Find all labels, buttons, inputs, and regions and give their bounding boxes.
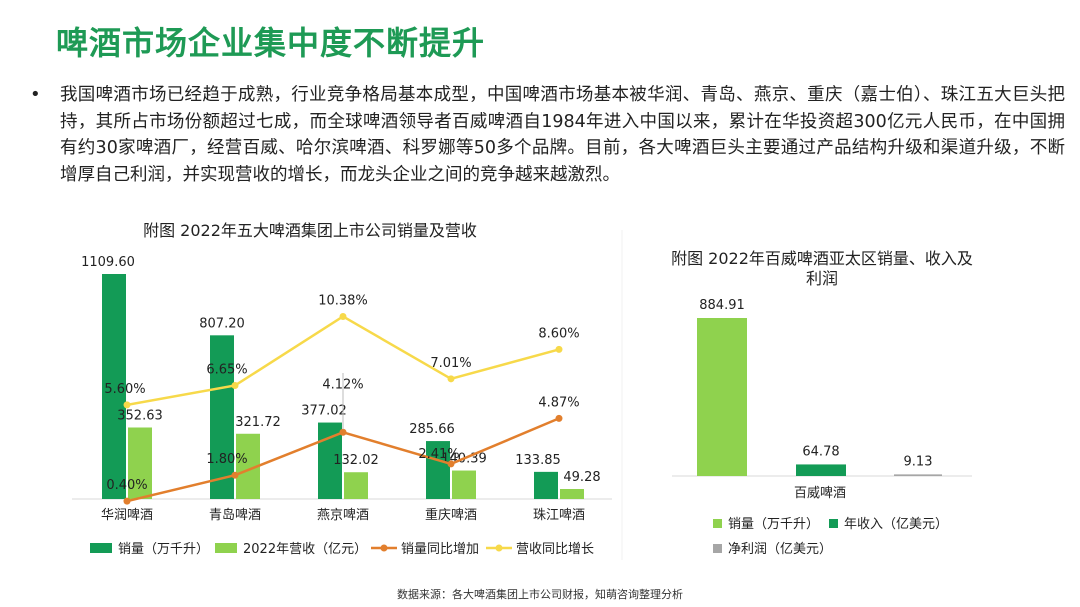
chart1-line-point: [231, 381, 239, 389]
chart1-line-point: [123, 401, 131, 409]
chart1-bar-volume: [534, 471, 558, 499]
chart1-category-label: 燕京啤酒: [317, 508, 369, 523]
chart1-line-point: [447, 460, 455, 468]
chart1-bar-volume: [426, 441, 450, 499]
chart1-bar-label: 321.72: [235, 415, 281, 430]
chart1-line-point: [339, 312, 347, 320]
chart1-legend-marker: [380, 544, 388, 552]
chart2-legend-swatch: [713, 519, 722, 528]
chart1-line-label: 7.01%: [430, 356, 471, 371]
chart1-bar-revenue: [128, 427, 152, 499]
chart1-line-label: 5.60%: [104, 382, 145, 397]
chart1-line-label: 1.80%: [206, 452, 247, 467]
bullet-dot: •: [30, 84, 41, 105]
chart1-line-label: 6.65%: [206, 362, 247, 377]
chart2-title-line2: 利润: [806, 269, 838, 288]
chart1-category-label: 珠江啤酒: [533, 508, 585, 523]
chart1-line-point: [231, 471, 239, 479]
chart1-category-label: 重庆啤酒: [425, 507, 477, 523]
chart2-bar-label: 64.78: [802, 444, 839, 459]
chart1-title: 附图 2022年五大啤酒集团上市公司销量及营收: [143, 221, 477, 240]
bullet-text: 我国啤酒市场已经趋于成熟，行业竞争格局基本成型，中国啤酒市场基本被华润、青岛、燕…: [60, 85, 1065, 185]
chart1-bar-label: 49.28: [563, 470, 600, 485]
chart1-bar-label: 352.63: [117, 408, 163, 423]
chart1-category-label: 华润啤酒: [101, 508, 153, 523]
chart1-legend-label: 2022年营收（亿元）: [243, 542, 367, 557]
chart1-line-point: [447, 375, 455, 383]
chart1-bar-label: 285.66: [409, 422, 455, 437]
chart1-bar-volume: [102, 274, 126, 499]
chart1-bar-label: 377.02: [301, 404, 347, 419]
chart2-legend-label: 年收入（亿美元）: [844, 517, 948, 532]
chart1-legend-label: 营收同比增长: [516, 542, 594, 557]
chart1-legend-swatch: [215, 543, 237, 553]
chart2-legend-swatch: [713, 544, 722, 553]
page-title: 啤酒市场企业集中度不断提升: [56, 24, 486, 62]
chart1-bar-label: 133.85: [515, 453, 561, 468]
chart1-line-label: 0.40%: [106, 478, 147, 493]
chart1-legend-swatch: [90, 543, 112, 553]
chart1-line-label: 10.38%: [318, 293, 368, 308]
chart1-bar-revenue: [344, 472, 368, 499]
chart1-legend: 销量（万千升） 2022年营收（亿元） 销量同比增加 营收同比增长: [90, 542, 594, 557]
chart2-bar: [697, 318, 747, 476]
chart1-legend-label: 销量同比增加: [401, 542, 479, 557]
chart2-title-line1: 附图 2022年百威啤酒亚太区销量、收入及: [671, 249, 973, 268]
chart2-legend-label: 销量（万千升）: [728, 517, 819, 532]
chart1-line-label: 2.41%: [418, 447, 459, 462]
chart1-category-label: 青岛啤酒: [209, 507, 261, 523]
chart1-bar-volume: [210, 335, 234, 499]
source-note: 数据来源：各大啤酒集团上市公司财报，知萌咨询整理分析: [397, 588, 683, 601]
chart-five-breweries: 附图 2022年五大啤酒集团上市公司销量及营收 1109.60 807.20 377…: [72, 221, 612, 557]
chart1-line-point: [555, 345, 563, 353]
chart1-legend-label: 销量（万千升）: [118, 542, 209, 557]
chart2-bar: [796, 464, 846, 476]
chart-budweiser-apac: 附图 2022年百威啤酒亚太区销量、收入及 利润 884.91 64.78 9.13…: [671, 249, 973, 557]
chart1-line-point: [555, 414, 563, 422]
chart2-bar-label: 884.91: [699, 298, 745, 313]
chart1-line-label: 8.60%: [538, 326, 579, 341]
chart1-line-point: [123, 497, 131, 505]
chart1-bar-revenue: [560, 489, 584, 499]
chart2-legend: 销量（万千升） 年收入（亿美元） 净利润（亿美元）: [713, 517, 948, 557]
chart2-legend-swatch: [829, 519, 838, 528]
chart2-bar: [894, 474, 942, 476]
chart1-line-label: 4.87%: [538, 395, 579, 410]
chart1-bar-label: 1109.60: [81, 255, 135, 270]
chart2-bar-label: 9.13: [904, 454, 933, 469]
chart1-bar-label: 807.20: [199, 316, 245, 331]
chart1-bar-label: 132.02: [333, 453, 379, 468]
chart1-bar-revenue: [452, 470, 476, 499]
chart2-legend-label: 净利润（亿美元）: [728, 542, 832, 557]
chart1-line-point: [339, 428, 347, 436]
chart1-legend-marker: [495, 544, 503, 552]
chart2-category-label: 百威啤酒: [794, 486, 846, 501]
